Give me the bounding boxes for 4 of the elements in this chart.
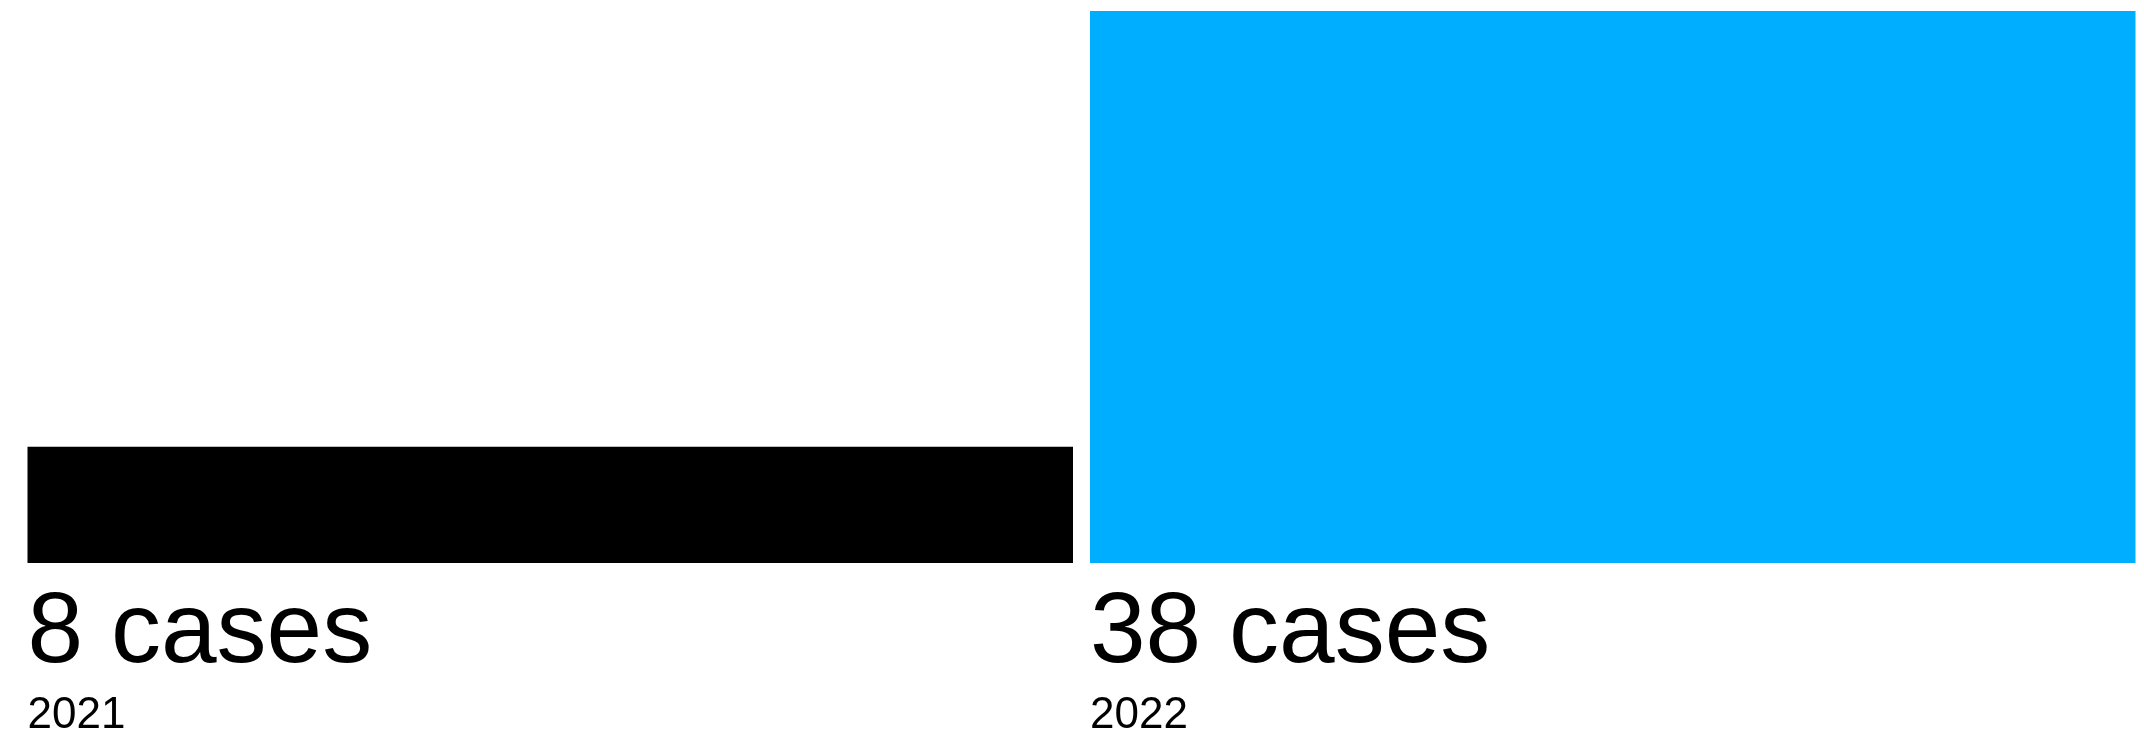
x-tick-label: 2021	[27, 687, 126, 737]
data-label: 8 cases	[27, 571, 373, 683]
x-tick-label: 2022	[1090, 687, 1188, 737]
data-label: 38 cases	[1090, 571, 1491, 683]
